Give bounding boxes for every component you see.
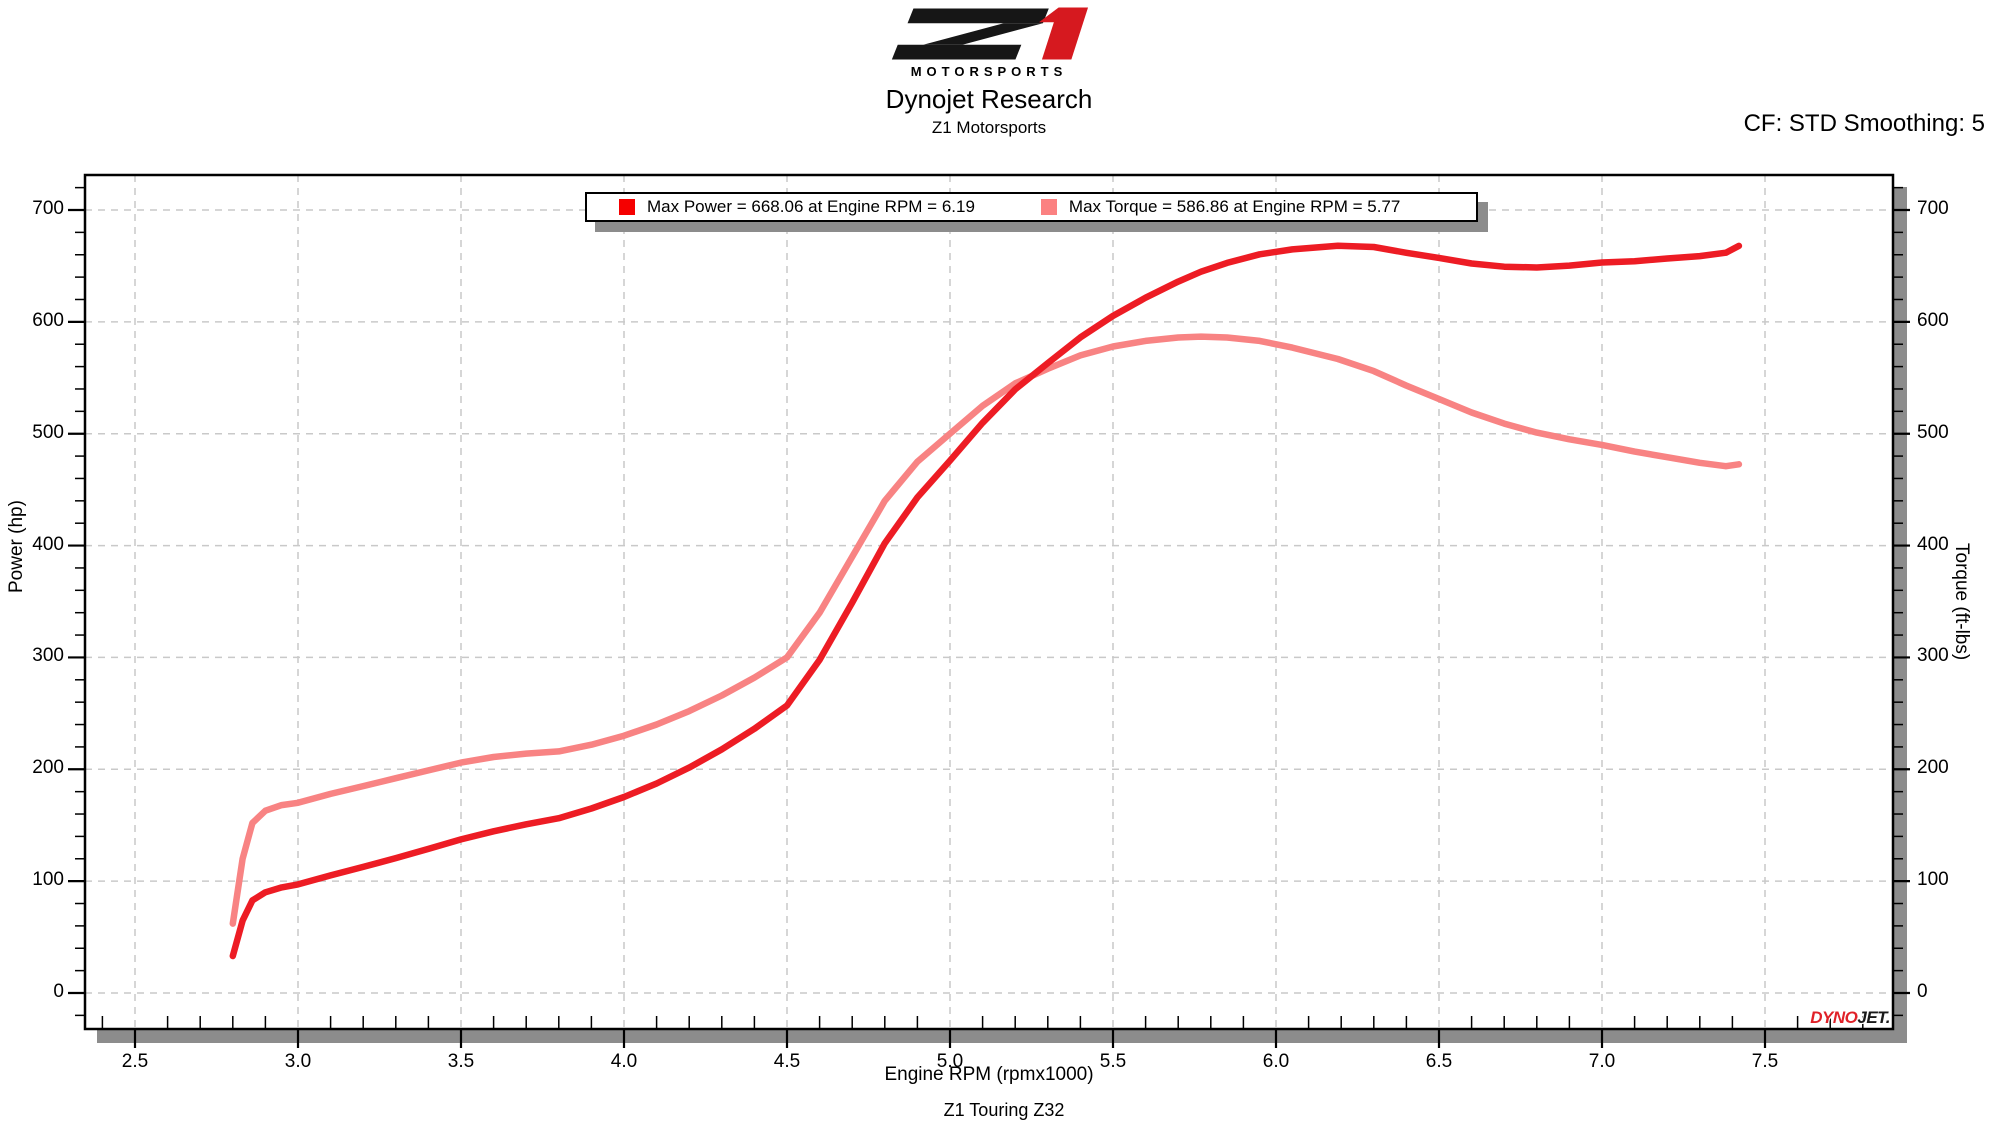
x-tick-label: 6.0 <box>1262 1051 1290 1072</box>
y-tick-label-left: 300 <box>32 645 64 667</box>
x-tick-label: 4.5 <box>773 1051 801 1072</box>
logo-z-bottom-bar <box>891 44 1022 60</box>
y-tick-label-left: 0 <box>53 981 64 1002</box>
dynojet-logo: DYNOJET. <box>1746 1008 1890 1028</box>
page-title: Dynojet Research <box>885 84 1093 114</box>
x-axis-title: Engine RPM (rpmx1000) <box>884 1064 1094 1085</box>
dynojet-logo-jet: JET. <box>1857 1008 1890 1027</box>
legend-power-label: Max Power = 668.06 at Engine RPM = 6.19 <box>647 197 975 216</box>
y-tick-label-right: 600 <box>1917 309 1949 331</box>
logo-z-diagonal <box>923 23 1043 45</box>
x-tick-label: 2.5 <box>121 1051 149 1072</box>
x-tick-label: 5.0 <box>936 1051 964 1072</box>
plot-background <box>85 175 1893 1029</box>
y-tick-label-left: 700 <box>32 198 64 219</box>
legend-torque-label: Max Torque = 586.86 at Engine RPM = 5.77 <box>1068 197 1401 216</box>
logo-wordmark: MOTORSPORTS <box>910 64 1068 79</box>
torque-curve <box>229 333 1743 927</box>
x-tick-label: 7.0 <box>1588 1051 1616 1072</box>
x-tick-label: 6.5 <box>1425 1051 1453 1072</box>
x-tick-label: 7.5 <box>1751 1051 1779 1072</box>
y-tick-label-left: 200 <box>32 757 64 779</box>
x-tick-label: 3.5 <box>447 1051 475 1072</box>
dynojet-logo-dyno: DYNO <box>1810 1008 1858 1027</box>
y-tick-label-right: 700 <box>1917 198 1949 219</box>
y-tick-label-left: 500 <box>32 421 64 443</box>
legend-item-power: Max Power = 668.06 at Engine RPM = 6.19 <box>619 197 975 217</box>
y-tick-label-left: 600 <box>32 309 64 331</box>
chart-legend: Max Power = 668.06 at Engine RPM = 6.19 … <box>585 192 1478 222</box>
correction-smoothing-note: CF: STD Smoothing: 5 <box>1743 110 1985 137</box>
power-swatch-icon <box>619 199 635 215</box>
power-curve <box>229 242 1743 960</box>
y-tick-label-right: 200 <box>1917 757 1949 779</box>
y-tick-label-right: 100 <box>1917 869 1949 891</box>
logo-z-top-bar <box>907 8 1049 24</box>
y-tick-label-left: 100 <box>32 869 64 891</box>
y-tick-label-right: 300 <box>1917 645 1949 667</box>
y-tick-label-right: 400 <box>1917 533 1949 555</box>
y-tick-label-left: 400 <box>32 533 64 555</box>
x-tick-label: 5.5 <box>1099 1051 1127 1072</box>
legend-item-torque: Max Torque = 586.86 at Engine RPM = 5.77 <box>1040 197 1401 217</box>
z1-motorsports-logo <box>891 7 1089 60</box>
x-tick-label: 3.0 <box>284 1051 312 1072</box>
run-description: Z1 Touring Z32 <box>943 1100 1065 1120</box>
y-tick-label-right: 0 <box>1917 981 1928 1002</box>
plot-frame <box>83 173 1895 1031</box>
logo-one <box>1041 7 1089 60</box>
y-axis-title-torque: Torque (ft-lbs) <box>1951 543 1972 661</box>
x-tick-label: 4.0 <box>610 1051 638 1072</box>
page-subtitle: Z1 Motorsports <box>931 118 1047 137</box>
logo-one-flag <box>1038 7 1059 23</box>
torque-swatch-icon <box>1040 199 1057 215</box>
y-tick-label-right: 500 <box>1917 421 1949 443</box>
